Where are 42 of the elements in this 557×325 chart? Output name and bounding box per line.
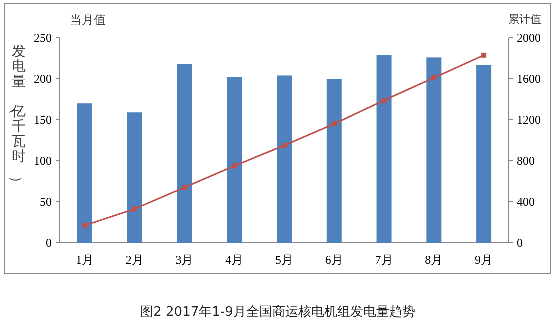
bar: [127, 112, 142, 243]
y2-tick-label: 800: [517, 154, 535, 168]
y2-tick-label: 400: [517, 195, 535, 209]
point: [82, 223, 88, 228]
y2-tick-label: 0: [517, 236, 523, 250]
point: [432, 75, 437, 80]
bar: [376, 55, 392, 243]
point: [482, 52, 487, 58]
point: [182, 185, 188, 190]
bar: [77, 104, 92, 243]
x-tick-label: 3月: [176, 253, 194, 267]
text: 当月值: [70, 13, 106, 27]
bar: [227, 77, 242, 243]
y-tick-label: 50: [40, 195, 52, 209]
point: [132, 206, 138, 212]
y-tick-label: 250: [34, 31, 52, 45]
x-tick-label: 7月: [375, 253, 394, 267]
y2-tick-label: 1600: [517, 72, 541, 86]
bar: [476, 65, 492, 243]
y-tick-label: 150: [34, 113, 52, 127]
x-tick-label: 2月: [126, 253, 144, 267]
y2-axis-title: 累计值: [508, 13, 542, 26]
bar: [177, 64, 192, 243]
bar: [326, 79, 342, 243]
x-tick-label: 1月: [76, 253, 94, 267]
bar: [277, 76, 292, 243]
point: [332, 122, 337, 127]
y-tick-label: 200: [34, 72, 52, 86]
x-tick-label: 6月: [325, 253, 344, 267]
point: [282, 143, 287, 148]
point: [382, 98, 387, 104]
x-tick-label: 8月: [425, 253, 444, 267]
y2-tick-label: 1200: [517, 113, 541, 127]
y-tick-label: 100: [34, 154, 52, 168]
bar: [426, 58, 442, 243]
point: [232, 164, 238, 169]
y-tick-label: 0: [46, 236, 52, 250]
y2-tick-label: 2000: [517, 31, 541, 45]
text: 图2 2017年1-9月全国商运核电机组发电量趋势: [140, 305, 416, 320]
x-tick-label: 5月: [276, 253, 294, 267]
x-tick-label: 4月: [226, 253, 244, 267]
x-tick-label: 9月: [475, 253, 494, 267]
